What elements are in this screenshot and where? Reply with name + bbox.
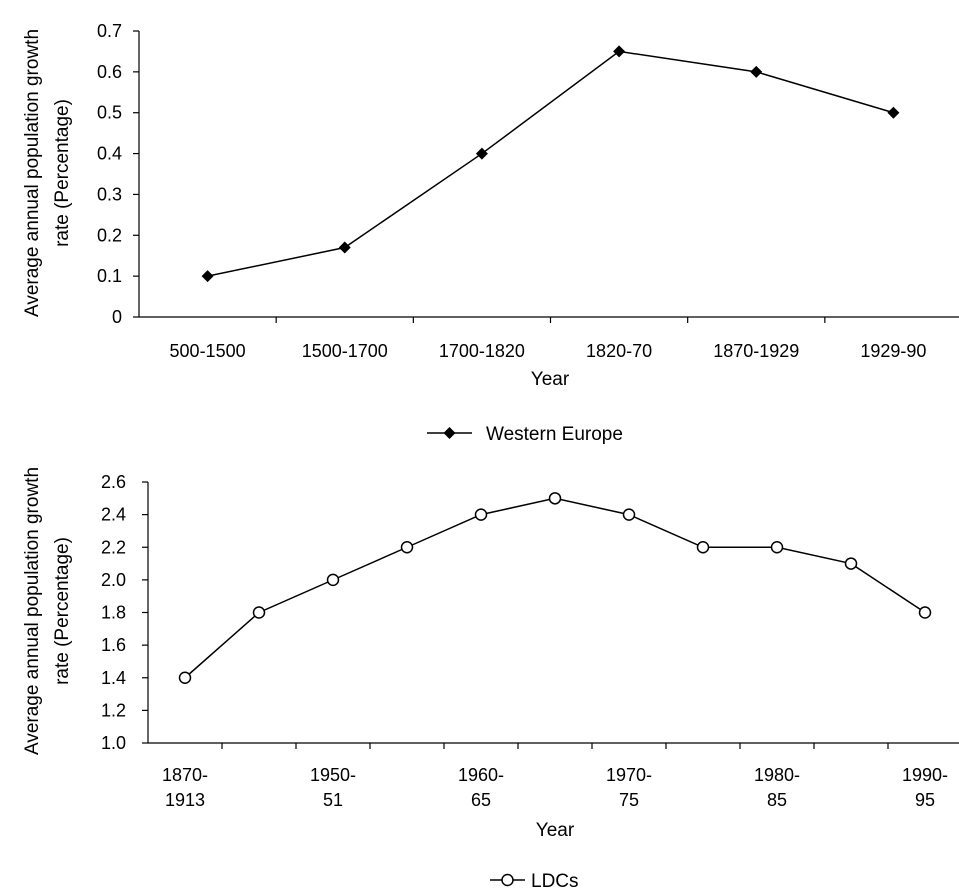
data-point-circle [770,541,784,554]
chart1-y-axis-label-line2: rate (Percentage) [52,99,73,247]
chart2-y-axis-label: Average annual population growth rate (P… [22,467,73,755]
chart1-x-tick-label: 1500-1700 [302,341,388,361]
chart2-y-tick-label: 1.4 [101,668,126,688]
chart1-x-axis-label: Year [531,369,570,390]
data-point-diamond [613,45,626,58]
chart1-x-tick-label: 1700-1820 [439,341,525,361]
chart2-axes [147,482,959,744]
chart2-x-tick-label-line1: 1980- [754,765,800,785]
chart2-y-tick-label: 1.8 [101,603,126,623]
chart2-y-tick-label: 2.4 [101,505,126,525]
chart2-x-tick-label-line2: 75 [619,790,639,810]
data-point-diamond [201,270,214,283]
data-point-circle [474,508,488,521]
legend-label-ldcs: LDCs [531,871,579,892]
data-point-circle [844,557,858,570]
data-point-circle [252,606,266,619]
chart2-y-tick-label: 2.6 [101,472,126,492]
chart1-x-ticks: 500-1500 1500-1700 1700-1820 1820-70 1870-19… [170,317,926,361]
chart1-y-tick-label: 0.4 [97,144,122,164]
chart1-series-western-europe [201,45,900,283]
chart2-x-tick-label-line2: 1913 [165,790,205,810]
chart1-y-tick-label: 0.5 [97,103,122,123]
chart1-x-tick-label: 500-1500 [170,341,246,361]
chart2-y-tick-label: 2.2 [101,537,126,557]
chart2-series-ldcs [178,492,932,684]
chart1-axes [138,31,959,318]
chart2-x-ticks: 1870- 1913 1950- 51 1960- 65 1970- 75 1980- 85 199… [162,743,948,810]
chart2-y-axis-label-line2: rate (Percentage) [52,537,73,685]
data-point-circle [622,508,636,521]
chart1-y-tick-label: 0.1 [97,266,122,286]
data-point-diamond [475,147,488,160]
chart1-y-tick-label: 0.7 [97,21,122,41]
legend-marker-filled-diamond [443,427,456,439]
data-point-circle [696,541,710,554]
data-point-circle [400,541,414,554]
legend-label-western-europe: Western Europe [486,424,623,445]
chart2-legend: LDCs [490,871,579,892]
chart2-x-tick-label-line2: 85 [767,790,787,810]
chart1-x-tick-label: 1870-1929 [713,341,799,361]
data-point-circle [326,573,340,587]
chart2-y-ticks: 1.0 1.2 1.4 1.6 1.8 2.0 2.2 2.4 2.6 [101,472,148,753]
chart1-x-tick-label: 1929-90 [860,341,926,361]
chart2-y-tick-label: 1.0 [101,733,126,753]
chart2-x-tick-label-line1: 1950- [310,765,356,785]
chart1-y-axis-label: Average annual population growth rate (P… [22,29,73,317]
chart2-x-tick-label-line1: 1990- [902,765,948,785]
chart2-x-tick-label-line1: 1870- [162,765,208,785]
legend-marker-open-circle [501,873,514,887]
chart1-y-axis-label-line1: Average annual population growth [22,29,43,317]
chart1-y-ticks: 0 0.1 0.2 0.3 0.4 0.5 0.6 0.7 [97,21,139,327]
chart1-y-tick-label: 0.2 [97,225,122,245]
chart1-y-tick-label: 0.6 [97,62,122,82]
chart2-y-tick-label: 1.2 [101,700,126,720]
series-line-ldcs [184,497,926,679]
chart2-x-tick-label-line1: 1960- [458,765,504,785]
data-point-circle [918,606,932,619]
chart2-x-tick-label-line2: 95 [915,790,935,810]
data-point-diamond [887,106,900,119]
chart2-x-tick-label-line2: 51 [323,790,343,810]
chart2-x-axis-label: Year [536,820,575,841]
ldcs-chart: Average annual population growth rate (P… [22,467,959,892]
chart2-y-axis-label-line1: Average annual population growth [22,467,43,755]
chart2-x-tick-label-line1: 1970- [606,765,652,785]
chart2-y-tick-label: 2.0 [101,570,126,590]
western-europe-chart: Average annual population growth rate (P… [22,21,959,445]
chart1-legend: Western Europe [427,424,623,445]
chart2-y-tick-label: 1.6 [101,635,126,655]
chart1-y-tick-label: 0 [112,307,122,327]
chart1-x-tick-label: 1820-70 [586,341,652,361]
series-line-western-europe [207,50,894,277]
chart1-y-tick-label: 0.3 [97,184,122,204]
data-point-diamond [338,241,351,254]
chart2-x-tick-label-line2: 65 [471,790,491,810]
data-point-circle [178,671,192,684]
data-point-diamond [750,65,763,78]
data-point-circle [548,492,562,505]
